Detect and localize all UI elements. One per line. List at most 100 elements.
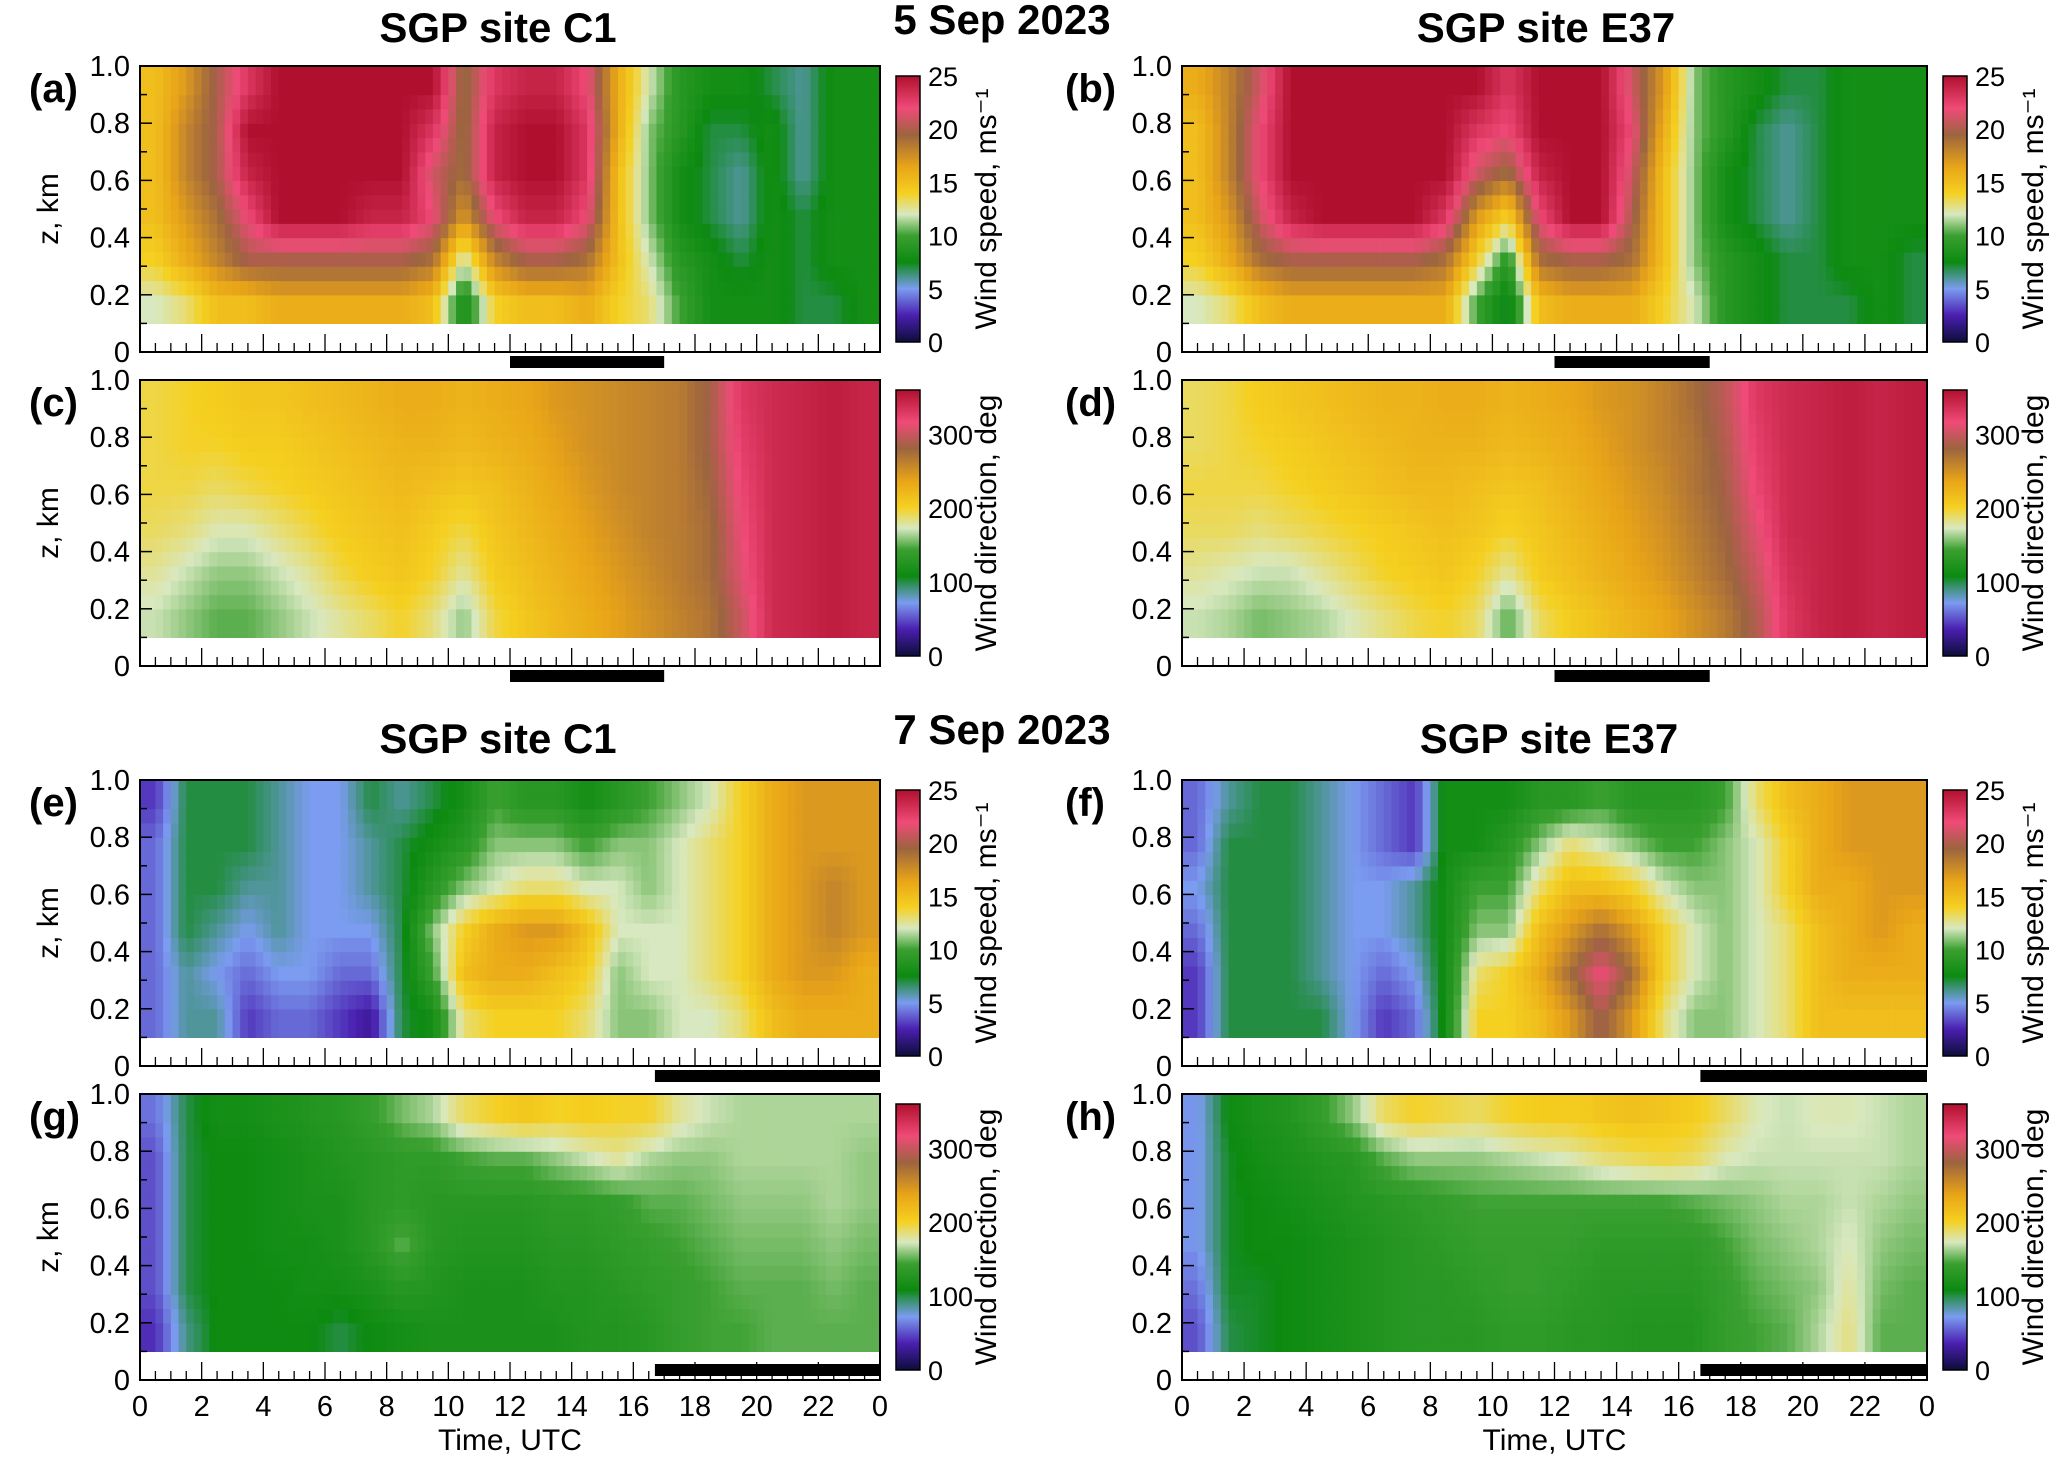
- heatmap-cell: [1803, 95, 1811, 110]
- heatmap-cell: [186, 509, 194, 524]
- heatmap-cell: [1826, 281, 1834, 296]
- heatmap-cell: [317, 523, 325, 538]
- heatmap-cell: [687, 409, 695, 424]
- heatmap-cell: [1609, 166, 1617, 181]
- heatmap-cell: [1283, 109, 1291, 124]
- heatmap-cell: [487, 266, 495, 281]
- heatmap-cell: [587, 580, 595, 595]
- heatmap-cell: [1787, 238, 1795, 253]
- heatmap-cell: [495, 223, 503, 238]
- heatmap-cell: [186, 580, 194, 595]
- heatmap-cell: [487, 138, 495, 153]
- heatmap-cell: [394, 209, 402, 224]
- heatmap-cell: [209, 380, 217, 395]
- heatmap-cell: [371, 123, 379, 138]
- heatmap-cell: [317, 380, 325, 395]
- heatmap-cell: [857, 109, 865, 124]
- heatmap-cell: [479, 195, 487, 210]
- heatmap-cell: [1795, 195, 1803, 210]
- heatmap-cell: [1562, 195, 1570, 210]
- heatmap-cell: [1500, 123, 1508, 138]
- heatmap-cell: [333, 394, 341, 409]
- heatmap-cell: [302, 95, 310, 110]
- heatmap-cell: [1260, 152, 1268, 167]
- heatmap-cell: [202, 266, 210, 281]
- heatmap-cell: [310, 166, 318, 181]
- heatmap-cell: [687, 180, 695, 195]
- heatmap-cell: [356, 95, 364, 110]
- heatmap-cell: [749, 266, 757, 281]
- heatmap-cell: [456, 252, 464, 267]
- heatmap-cell: [1717, 66, 1725, 81]
- heatmap-cell: [256, 409, 264, 424]
- heatmap-cell: [741, 109, 749, 124]
- heatmap-cell: [394, 409, 402, 424]
- heatmap-cell: [425, 295, 433, 310]
- heatmap-cell: [1283, 66, 1291, 81]
- heatmap-cell: [703, 552, 711, 567]
- heatmap-cell: [510, 138, 518, 153]
- heatmap-cell: [410, 380, 418, 395]
- heatmap-cell: [641, 152, 649, 167]
- heatmap-cell: [656, 66, 664, 81]
- heatmap-cell: [618, 295, 626, 310]
- heatmap-cell: [1267, 166, 1275, 181]
- heatmap-cell: [857, 66, 865, 81]
- heatmap-cell: [1182, 152, 1190, 167]
- heatmap-cell: [379, 195, 387, 210]
- heatmap-cell: [487, 437, 495, 452]
- heatmap-cell: [564, 566, 572, 581]
- heatmap-cell: [179, 394, 187, 409]
- heatmap-cell: [826, 281, 834, 296]
- heatmap-cell: [533, 252, 541, 267]
- heatmap-cell: [710, 466, 718, 481]
- heatmap-cell: [1562, 281, 1570, 296]
- heatmap-cell: [364, 138, 372, 153]
- heatmap-cell: [186, 423, 194, 438]
- heatmap-cell: [1570, 223, 1578, 238]
- heatmap-cell: [402, 295, 410, 310]
- heatmap-cell: [217, 609, 225, 624]
- heatmap-cell: [456, 494, 464, 509]
- heatmap-cell: [1547, 238, 1555, 253]
- heatmap-cell: [603, 252, 611, 267]
- heatmap-cell: [518, 552, 526, 567]
- heatmap-cell: [1694, 66, 1702, 81]
- heatmap-cell: [217, 509, 225, 524]
- heatmap-cell: [533, 95, 541, 110]
- heatmap-cell: [834, 138, 842, 153]
- heatmap-cell: [163, 309, 171, 324]
- heatmap-cell: [1686, 66, 1694, 81]
- heatmap-cell: [1888, 266, 1896, 281]
- heatmap-cell: [171, 66, 179, 81]
- heatmap-cell: [256, 223, 264, 238]
- heatmap-cell: [1236, 180, 1244, 195]
- heatmap-cell: [240, 380, 248, 395]
- heatmap-cell: [1555, 80, 1563, 95]
- heatmap-cell: [1384, 138, 1392, 153]
- heatmap-cell: [1229, 309, 1237, 324]
- heatmap-cell: [194, 409, 202, 424]
- heatmap-cell: [186, 238, 194, 253]
- heatmap-cell: [695, 152, 703, 167]
- heatmap-cell: [672, 80, 680, 95]
- heatmap-cell: [564, 95, 572, 110]
- heatmap-cell: [718, 480, 726, 495]
- heatmap-cell: [310, 480, 318, 495]
- heatmap-cell: [441, 552, 449, 567]
- heatmap-cell: [1733, 195, 1741, 210]
- heatmap-cell: [1849, 95, 1857, 110]
- heatmap-cell: [788, 109, 796, 124]
- heatmap-cell: [441, 95, 449, 110]
- heatmap-cell: [348, 423, 356, 438]
- heatmap-cell: [1399, 209, 1407, 224]
- heatmap-cell: [633, 380, 641, 395]
- heatmap-cell: [418, 566, 426, 581]
- heatmap-cell: [803, 238, 811, 253]
- heatmap-cell: [788, 166, 796, 181]
- heatmap-cell: [456, 609, 464, 624]
- heatmap-cell: [433, 281, 441, 296]
- heatmap-cell: [1368, 195, 1376, 210]
- heatmap-cell: [186, 80, 194, 95]
- heatmap-cell: [155, 209, 163, 224]
